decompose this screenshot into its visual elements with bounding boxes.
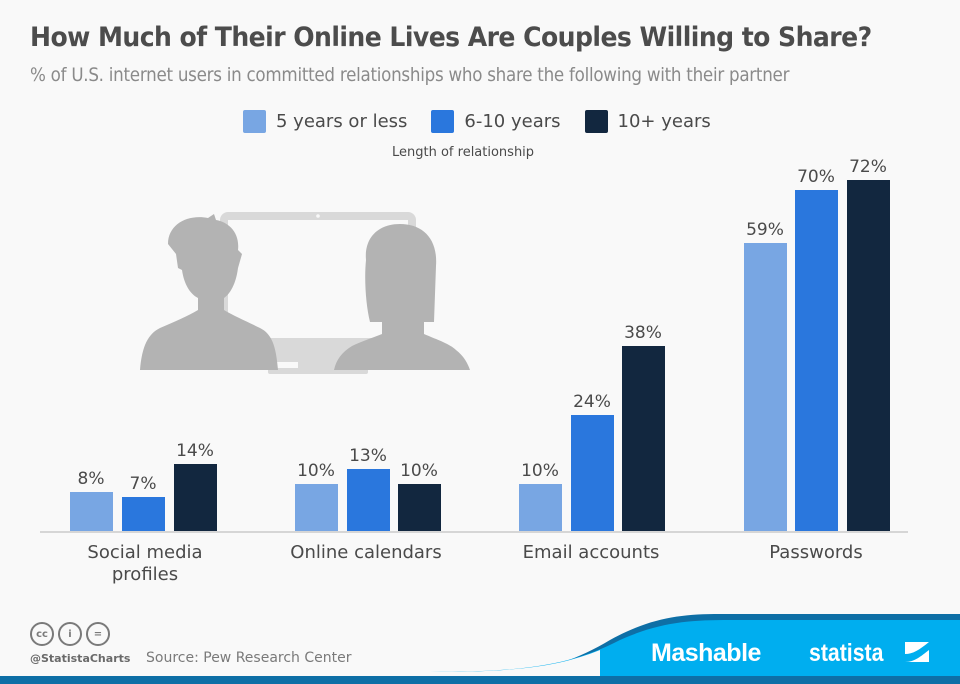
mashable-logo[interactable]: Mashable [651,639,761,667]
source-text: Source: Pew Research Center [146,650,352,666]
statista-charts-handle[interactable]: @StatistaCharts [30,652,131,665]
legend-item-5-years-or-less: 5 years or less [243,110,407,133]
bar-value-label: 13% [349,446,387,466]
bar-value-label: 10% [400,461,438,481]
x-axis-baseline [40,531,908,533]
category-label-online-calendars: Online calendars [281,542,451,564]
bar-value-label: 59% [746,220,784,240]
license-icons: cc i = [30,622,114,646]
legend-swatch [243,110,266,133]
category-label-line: Online calendars [290,542,442,563]
bar-value-label: 8% [77,469,105,489]
woman-silhouette-icon [334,224,470,370]
bar-value-label: 72% [849,157,887,177]
bar-value-label: 10% [297,461,335,481]
legend-label: 6-10 years [464,111,561,132]
bar-value-label: 7% [129,474,157,494]
bar-value-label: 70% [797,167,835,187]
statista-logo-text[interactable]: statista [809,639,884,667]
bar-passwords-5yrs [744,243,787,531]
legend-item-6-10-years: 6-10 years [431,110,561,133]
category-label-line: Email accounts [522,542,660,563]
category-label-line: profiles [111,564,179,585]
page-subtitle: % of U.S. internet users in committed re… [30,64,790,86]
bar-value-label: 10% [521,461,559,481]
legend-label: 5 years or less [276,111,408,132]
legend-label: 10+ years [617,111,711,132]
bar-online-calendars-5yrs [295,484,338,531]
category-label-passwords: Passwords [731,542,901,564]
bar-email-accounts-5yrs [519,484,562,531]
footer-brand-band [0,614,960,684]
category-label-line: Social media [87,542,203,563]
cc-icon: cc [30,622,54,646]
legend-title: Length of relationship [392,145,535,160]
man-silhouette-icon [140,214,278,370]
bar-email-accounts-6-10yrs [571,415,614,531]
bar-passwords-10plus [847,180,890,531]
nd-icon: = [86,622,110,646]
bar-value-label: 38% [624,323,662,343]
bar-email-accounts-10plus [622,346,665,531]
page-title: How Much of Their Online Lives Are Coupl… [30,22,872,53]
couple-at-computer-illustration [138,210,473,384]
legend-swatch [584,110,608,133]
bar-social-media-6-10yrs [122,497,165,531]
bar-value-label: 24% [573,392,611,412]
bar-online-calendars-10plus [398,484,441,531]
legend: 5 years or less 6-10 years 10+ years [243,110,735,133]
bar-social-media-10plus [174,464,217,531]
legend-item-10-plus-years: 10+ years [584,110,711,133]
bar-chart: 8% 7% 14% 10% 13% 10% 10% 24% 38% 59% 70… [40,157,908,586]
category-label-line: Passwords [769,542,863,563]
bar-online-calendars-6-10yrs [347,469,390,531]
category-label-email-accounts: Email accounts [506,542,676,564]
statista-logo-icon [905,642,929,662]
illustration-svg [140,212,470,374]
bar-passwords-6-10yrs [795,190,838,531]
by-icon: i [58,622,82,646]
bar-social-media-5yrs [70,492,113,531]
category-label-social-media-profiles: Social media profiles [60,542,230,586]
bar-value-label: 14% [176,441,214,461]
legend-swatch [431,110,455,133]
